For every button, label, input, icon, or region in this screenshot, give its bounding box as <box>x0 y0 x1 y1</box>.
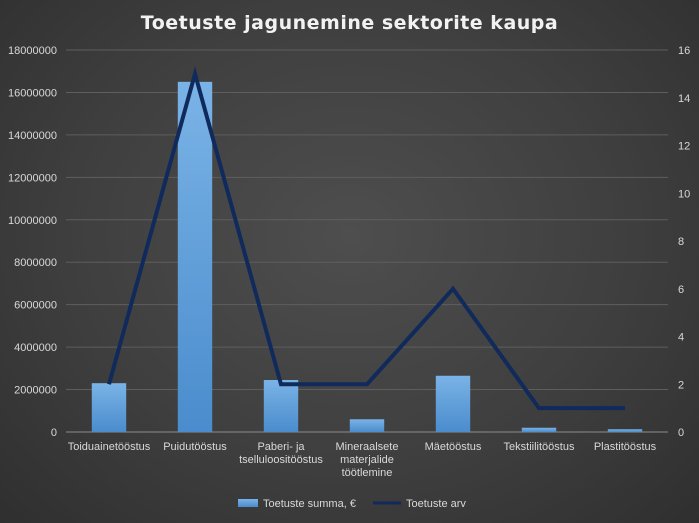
y-axis-right: 0 2 4 6 8 10 12 14 16 <box>678 45 690 439</box>
chart-title: Toetuste jagunemine sektorite kaupa <box>141 12 558 34</box>
x-tick-label: Plastitööstus <box>594 441 657 453</box>
y-right-tick-label: 12 <box>678 141 690 153</box>
y-right-tick-label: 4 <box>678 332 684 344</box>
legend-swatch-bar <box>238 499 258 507</box>
y-left-tick-label: 8000000 <box>14 257 57 269</box>
legend: Toetuste summa, € Toetuste arv <box>238 498 466 510</box>
bar-series <box>91 81 643 432</box>
x-tick-label: Paberi- ja tselluloositööstus <box>239 441 323 466</box>
y-left-tick-label: 16000000 <box>8 87 57 99</box>
y-left-tick-label: 4000000 <box>14 342 57 354</box>
bar <box>177 81 213 432</box>
x-tick-label: Mäetööstus <box>425 441 482 453</box>
bar <box>607 429 643 432</box>
bar <box>435 375 471 432</box>
y-axis-left: 0 2000000 4000000 6000000 8000000 10000000 120… <box>8 45 57 439</box>
gridlines <box>66 49 668 433</box>
y-right-tick-label: 0 <box>678 427 684 439</box>
y-right-tick-label: 6 <box>678 284 684 296</box>
y-right-tick-label: 8 <box>678 236 684 248</box>
x-tick-label: Mineraalsete materjalide töötlemine <box>336 441 399 479</box>
line-series <box>107 66 626 411</box>
y-right-tick-label: 16 <box>678 45 690 57</box>
y-left-tick-label: 18000000 <box>8 45 57 57</box>
legend-label: Toetuste arv <box>406 498 466 510</box>
x-tick-label: Toiduainetööstus <box>68 441 151 453</box>
y-right-tick-label: 2 <box>678 379 684 391</box>
y-left-tick-label: 2000000 <box>14 385 57 397</box>
y-left-tick-label: 0 <box>51 427 57 439</box>
bar <box>349 419 385 432</box>
y-left-tick-label: 14000000 <box>8 130 57 142</box>
x-axis: Toiduainetööstus Puidutööstus Paberi- ja ts… <box>68 441 657 479</box>
y-right-tick-label: 10 <box>678 188 690 200</box>
y-left-tick-label: 6000000 <box>14 300 57 312</box>
y-right-tick-label: 14 <box>678 93 690 105</box>
bar <box>521 427 557 432</box>
bar <box>91 383 127 432</box>
y-left-tick-label: 12000000 <box>8 172 57 184</box>
legend-label: Toetuste summa, € <box>263 498 356 510</box>
y-left-tick-label: 10000000 <box>8 215 57 227</box>
x-tick-label: Puidutööstus <box>163 441 227 453</box>
bar <box>263 380 299 432</box>
x-tick-label: Tekstiilitööstus <box>504 441 575 453</box>
